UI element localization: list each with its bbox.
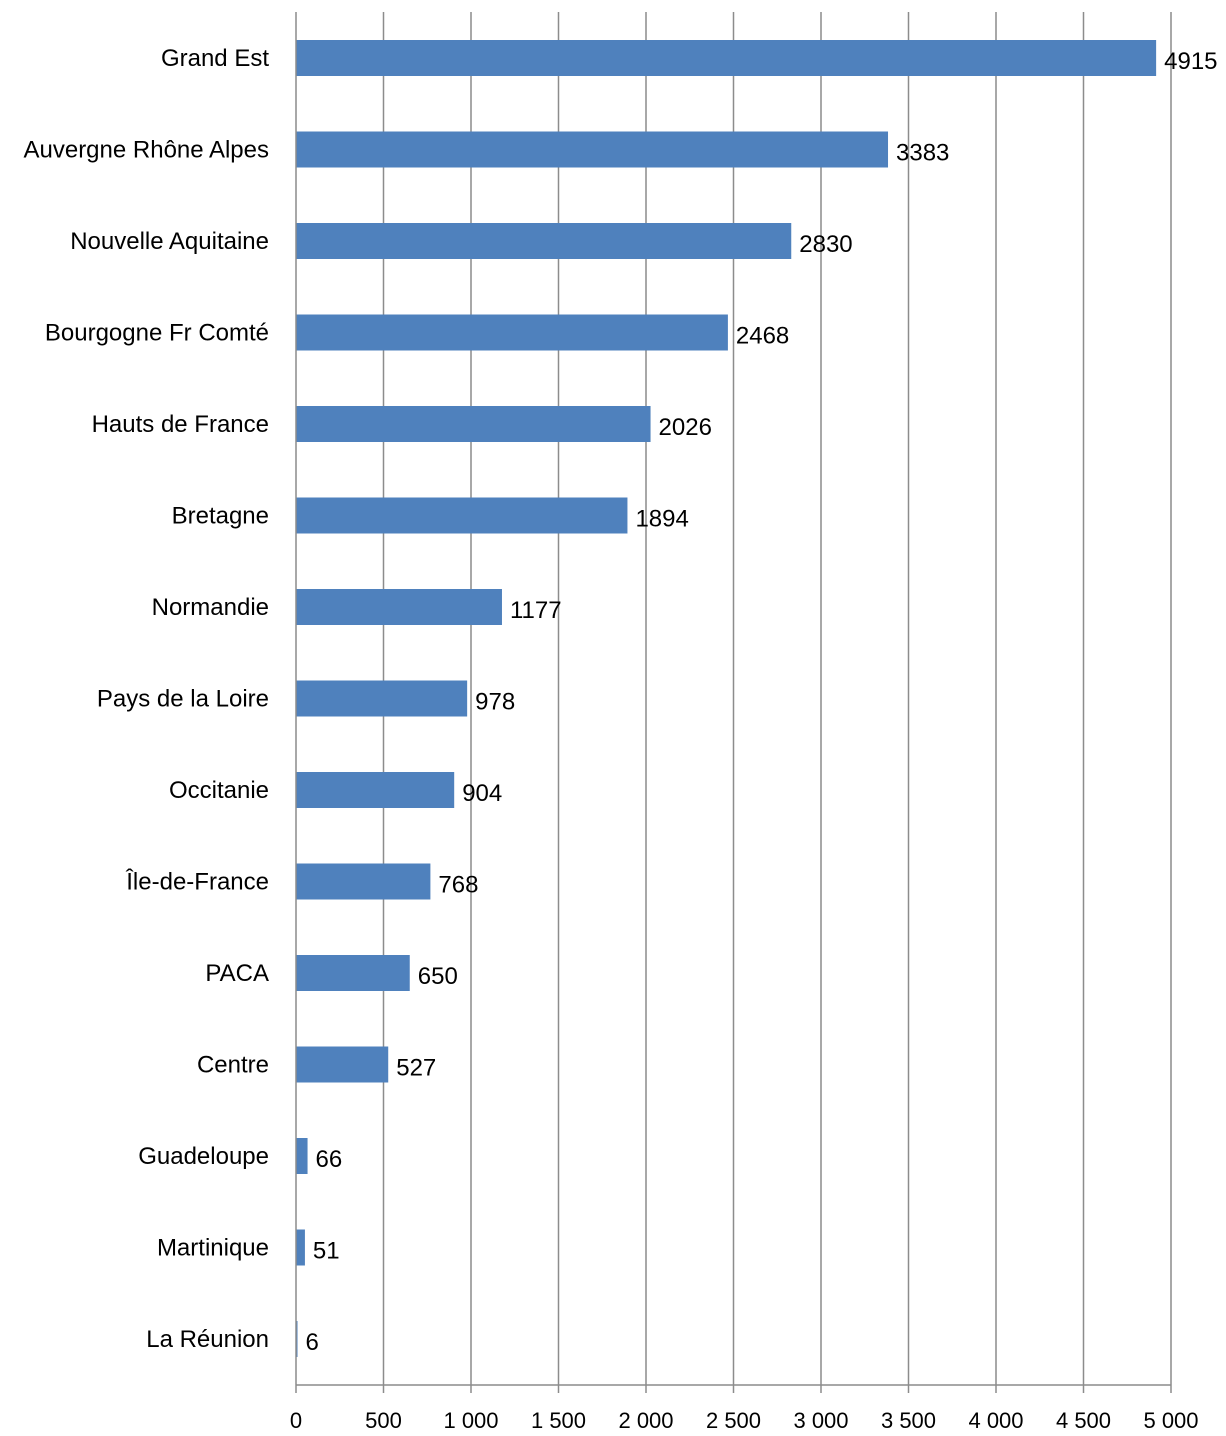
- x-tick-label: 500: [365, 1408, 402, 1431]
- data-label: 66: [316, 1146, 343, 1173]
- x-tick-label: 5 000: [1143, 1408, 1198, 1431]
- x-tick-label: 2 000: [618, 1408, 673, 1431]
- data-label: 6: [306, 1329, 319, 1356]
- category-label: Pays de la Loire: [97, 686, 269, 713]
- x-tick-label: 3 500: [881, 1408, 936, 1431]
- data-label: 2830: [799, 231, 852, 258]
- bars: [296, 40, 1157, 1357]
- bar: [296, 223, 792, 259]
- x-tick-label: 3 000: [793, 1408, 848, 1431]
- data-label: 1894: [635, 506, 688, 533]
- category-label: Hauts de France: [92, 411, 269, 438]
- category-label: Bourgogne Fr Comté: [45, 320, 269, 347]
- category-label: PACA: [205, 960, 269, 987]
- bar: [296, 497, 628, 534]
- labels: 0 500 1 000 1 500 2 000 2 500 3 000 3 500 4 000 4…: [23, 45, 1217, 1433]
- data-label: 768: [438, 872, 478, 899]
- bar: [296, 1046, 389, 1083]
- x-tick-label: 4 000: [968, 1408, 1023, 1431]
- bar: [296, 40, 1157, 76]
- category-label: Guadeloupe: [138, 1143, 269, 1170]
- bar: [296, 955, 410, 991]
- x-tick-label: 0: [290, 1408, 302, 1431]
- bar: [296, 863, 431, 900]
- category-label: Normandie: [152, 594, 269, 621]
- axes: [295, 12, 1172, 1393]
- category-label: Grand Est: [161, 45, 269, 72]
- category-label: Auvergne Rhône Alpes: [23, 137, 269, 164]
- category-label: Nouvelle Aquitaine: [70, 228, 269, 255]
- data-label: 3383: [896, 140, 949, 167]
- category-label: Bretagne: [172, 503, 269, 530]
- x-tick-label: 1 000: [443, 1408, 498, 1431]
- bar: [296, 589, 502, 625]
- x-tick-label: 1 500: [531, 1408, 586, 1431]
- category-label: La Réunion: [146, 1326, 269, 1353]
- data-label: 4915: [1164, 48, 1217, 75]
- data-label: 2026: [659, 414, 712, 441]
- data-label: 1177: [510, 597, 562, 624]
- bar: [296, 131, 889, 168]
- x-tick-label: 2 500: [706, 1408, 761, 1431]
- category-label: Martinique: [157, 1235, 269, 1262]
- category-label: Occitanie: [169, 777, 269, 804]
- bar: [296, 680, 468, 717]
- data-label: 904: [462, 780, 502, 807]
- x-tick-label: 4 500: [1056, 1408, 1111, 1431]
- data-label: 2468: [736, 323, 789, 350]
- bar: [296, 314, 728, 351]
- data-label: 51: [313, 1238, 340, 1265]
- category-label: Île-de-France: [125, 869, 269, 896]
- bar: [296, 772, 455, 808]
- bar: [296, 1229, 305, 1266]
- bar: [296, 1138, 308, 1174]
- bar: [296, 406, 651, 442]
- data-label: 978: [475, 689, 515, 716]
- category-label: Centre: [197, 1052, 269, 1079]
- data-label: 650: [418, 963, 458, 990]
- data-label: 527: [396, 1055, 436, 1082]
